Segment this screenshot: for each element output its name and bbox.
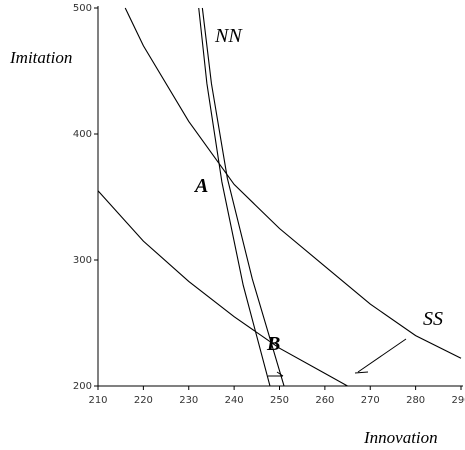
plot-area: 200 300 400 500 210 220 230 240 250 260 270 280 290 [73,3,465,406]
x-tick-label: 240 [225,395,244,406]
x-tick-label: 250 [270,395,289,406]
x-tick-label: 260 [315,395,334,406]
curve [201,7,285,387]
y-tick-label: 300 [73,255,92,266]
curve [124,7,462,359]
x-tick-label: 220 [134,395,153,406]
curve-label: SS [423,308,443,330]
point-label: A [193,175,208,197]
curve [198,7,271,387]
y-tick-label: 400 [73,129,92,140]
arrow [268,338,407,377]
x-tick-label: 280 [406,395,425,406]
y-axis-label: Imitation [9,48,72,67]
x-tick-label: 210 [88,395,107,406]
y-tick-label: 500 [73,3,92,14]
x-tick-label: 270 [361,395,380,406]
curve [97,190,348,387]
x-tick-label: 230 [179,395,198,406]
x-tick-label: 290 [451,395,465,406]
curve-label: NN [214,25,243,47]
y-tick-label: 200 [73,381,92,392]
x-axis-label: Innovation [363,428,438,447]
